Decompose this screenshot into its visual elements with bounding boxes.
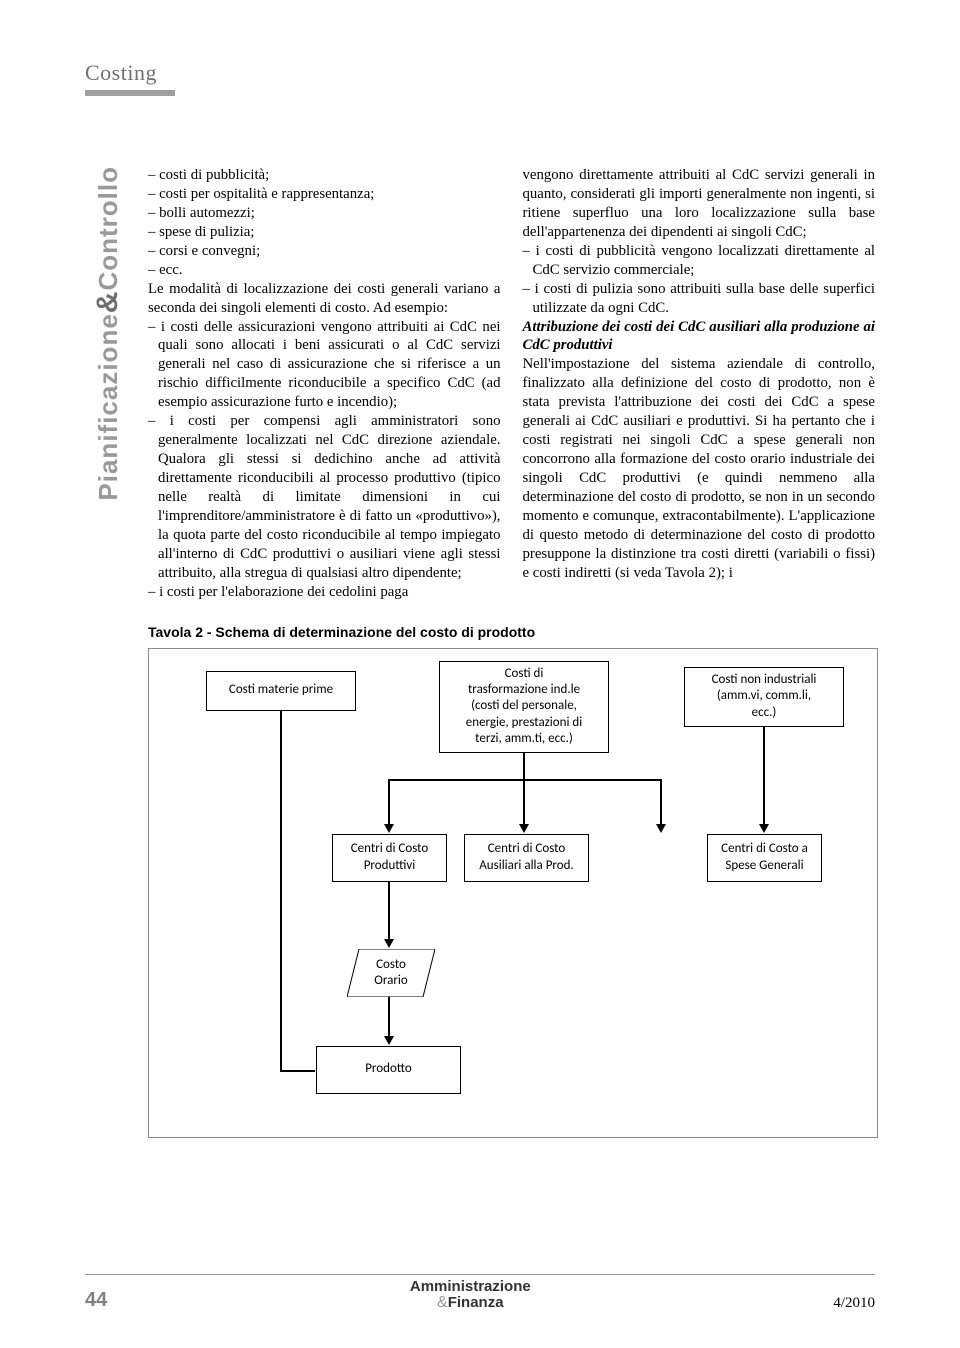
arrow-icon (384, 939, 394, 948)
bullet: – i costi di pubblicità vengono localizz… (523, 242, 876, 280)
section-label: Costing (85, 60, 875, 86)
bullet: – spese di pulizia; (148, 223, 501, 242)
box-label: terzi, amm.ti, ecc.) (475, 731, 573, 747)
box-label: energie, prestazioni di (466, 715, 582, 731)
figure-caption: Tavola 2 - Schema di determinazione del … (148, 624, 875, 640)
sidebar-word-2: Controllo (93, 166, 123, 291)
box-label: ecc.) (752, 705, 777, 721)
paragraph: vengono direttamente attribuiti al CdC s… (523, 166, 876, 242)
page-number: 44 (85, 1289, 107, 1312)
box-label: Centri di Costo (351, 841, 428, 857)
bullet: – corsi e convegni; (148, 242, 501, 261)
box-label: Spese Generali (725, 858, 803, 874)
subsection-heading: Attribuzione dei costi dei CdC ausiliari… (523, 318, 876, 356)
flow-line (388, 882, 390, 942)
box-label: Centri di Costo (488, 841, 565, 857)
bullet: – i costi delle assicurazioni vengono at… (148, 318, 501, 413)
box-label: Orario (374, 973, 407, 988)
arrow-icon (384, 1036, 394, 1045)
content-area: Pianificazione&Controllo – costi di pubb… (85, 166, 875, 602)
box-label: Prodotto (365, 1061, 412, 1077)
bullet: – bolli automezzi; (148, 204, 501, 223)
sidebar-ampersand: & (91, 291, 124, 314)
box-label: Costi di (505, 666, 544, 682)
publication-logo: Amministrazione &Finanza (410, 1279, 531, 1312)
flow-line (660, 779, 662, 827)
sidebar-tab: Pianificazione&Controllo (85, 166, 130, 602)
box-label: Costi non industriali (712, 672, 817, 688)
flow-line (280, 1070, 315, 1072)
bullet: – i costi di pulizia sono attribuiti sul… (523, 280, 876, 318)
flow-line (523, 779, 525, 827)
flow-line (388, 779, 662, 781)
box-costo-orario: Costo Orario (347, 949, 435, 997)
paragraph: Le modalità di localizzazione dei costi … (148, 280, 501, 318)
box-prodotto: Prodotto (316, 1046, 461, 1094)
flow-line (280, 711, 282, 1071)
page-header: Costing (85, 60, 875, 96)
logo-line-2: Finanza (448, 1294, 504, 1311)
header-rule (85, 90, 175, 96)
box-cdc-produttivi: Centri di Costo Produttivi (332, 834, 447, 882)
logo-line-1: Amministrazione (410, 1278, 531, 1295)
page-footer: 44 Amministrazione &Finanza 4/2010 (85, 1274, 875, 1312)
box-label: Costi materie prime (229, 682, 333, 698)
column-left: – costi di pubblicità; – costi per ospit… (148, 166, 501, 602)
box-label: Produttivi (364, 858, 416, 874)
box-label: (costi del personale, (471, 698, 577, 714)
bullet: – ecc. (148, 261, 501, 280)
box-label: (amm.vi, comm.li, (717, 688, 811, 704)
flow-line (388, 779, 390, 827)
box-cdc-spese-generali: Centri di Costo a Spese Generali (707, 834, 822, 882)
flow-line (763, 727, 765, 827)
text-columns: – costi di pubblicità; – costi per ospit… (148, 166, 875, 602)
sidebar-text: Pianificazione&Controllo (91, 166, 125, 501)
arrow-icon (384, 824, 394, 833)
box-label: trasformazione ind.le (468, 682, 580, 698)
flow-line (523, 753, 525, 779)
logo-ampersand: & (437, 1294, 448, 1311)
box-costi-non-industriali: Costi non industriali (amm.vi, comm.li, … (684, 667, 844, 727)
box-costi-trasformazione: Costi di trasformazione ind.le (costi de… (439, 661, 609, 753)
bullet: – i costi per l'elaborazione dei cedolin… (148, 583, 501, 602)
paragraph: Nell'impostazione del sistema aziendale … (523, 355, 876, 582)
arrow-icon (656, 824, 666, 833)
bullet: – i costi per compensi agli amministrato… (148, 412, 501, 582)
arrow-icon (759, 824, 769, 833)
box-cdc-ausiliari: Centri di Costo Ausiliari alla Prod. (464, 834, 589, 882)
box-label: Ausiliari alla Prod. (479, 858, 573, 874)
flow-line (388, 997, 390, 1039)
column-right: vengono direttamente attribuiti al CdC s… (523, 166, 876, 602)
arrow-icon (519, 824, 529, 833)
sidebar-word-1: Pianificazione (93, 313, 123, 500)
bullet: – costi di pubblicità; (148, 166, 501, 185)
box-label: Centri di Costo a (721, 841, 808, 857)
bullet: – costi per ospitalità e rappresentanza; (148, 185, 501, 204)
box-costi-materie-prime: Costi materie prime (206, 671, 356, 711)
flowchart-diagram: Costi materie prime Costi di trasformazi… (148, 648, 878, 1138)
box-label: Costo (376, 957, 406, 972)
issue-number: 4/2010 (833, 1295, 875, 1312)
